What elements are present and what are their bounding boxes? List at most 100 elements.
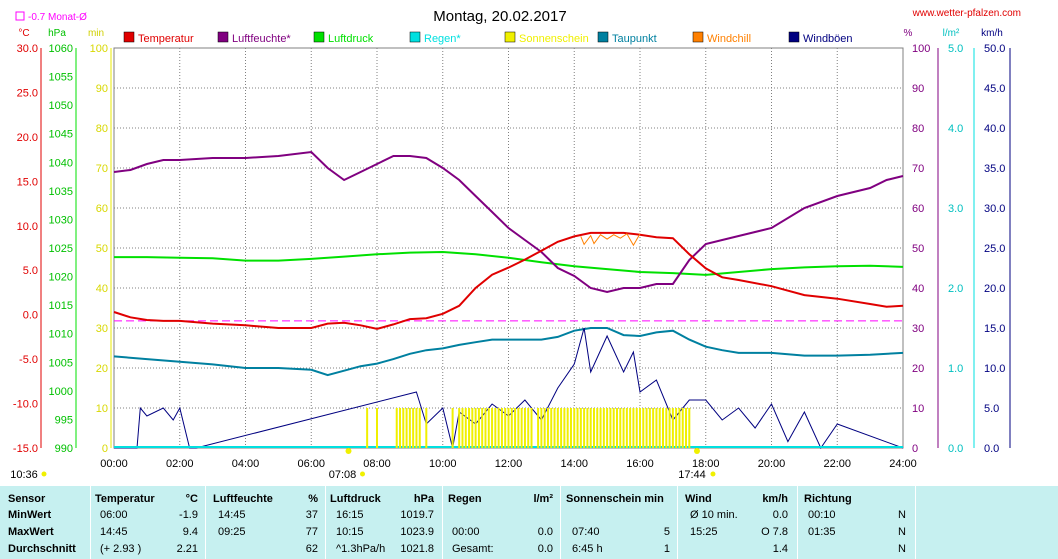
sunshine-bar	[520, 408, 523, 448]
hpa-tick: 995	[55, 414, 73, 426]
min-tick: 80	[96, 123, 108, 135]
table-cell: 10:15	[336, 526, 364, 538]
x-tick: 16:00	[626, 458, 654, 470]
table-cell: Ø 10 min.	[690, 509, 738, 521]
x-tick: 10:00	[429, 458, 457, 470]
sunshine-bar	[477, 408, 480, 448]
temp-tick: 30.0	[17, 43, 38, 55]
website-link[interactable]: www.wetter-pfalzen.com	[912, 8, 1021, 19]
sunshine-bar	[662, 408, 665, 448]
table-cell: 1019.7	[400, 509, 434, 521]
sunshine-bar	[579, 408, 582, 448]
pct-tick: 90	[912, 83, 924, 95]
table-separator	[797, 486, 798, 559]
pct-tick: 20	[912, 363, 924, 375]
x-tick: 14:00	[560, 458, 588, 470]
sunshine-bar	[648, 408, 651, 448]
sunshine-bar	[592, 408, 595, 448]
month-avg-marker-icon	[15, 11, 25, 21]
temp-tick: 10.0	[17, 221, 38, 233]
sunshine-bar	[481, 408, 484, 448]
table-cell: 37	[305, 509, 318, 521]
hpa-tick: 1000	[49, 386, 73, 398]
min-tick: 0	[102, 443, 108, 455]
table-cell: 1.4	[772, 543, 788, 555]
table-separator	[205, 486, 206, 559]
sunshine-bar	[418, 408, 421, 448]
sunshine-bar	[655, 408, 658, 448]
wind-tick: 40.0	[984, 123, 1005, 135]
sunshine-bar	[629, 408, 632, 448]
table-cell: 77	[305, 526, 318, 538]
pct-tick: 70	[912, 163, 924, 175]
table-header: km/h	[762, 493, 788, 505]
legend-swatch	[692, 31, 704, 43]
temp-tick: -5.0	[19, 354, 38, 366]
x-tick: 02:00	[166, 458, 194, 470]
table-header: Sonnenschein min	[566, 493, 664, 505]
pct-tick: 0	[912, 443, 918, 455]
legend-swatch	[409, 31, 421, 43]
legend-label: Temperatur	[138, 33, 194, 45]
wind-tick: 5.0	[984, 403, 999, 415]
sunshine-bar	[471, 408, 474, 448]
table-cell: 0.0	[772, 509, 788, 521]
table-header: Luftdruck	[330, 493, 381, 505]
legend-swatch	[313, 31, 325, 43]
wind-tick: 15.0	[984, 323, 1005, 335]
x-tick: 18:00	[692, 458, 720, 470]
sunshine-bar	[415, 408, 418, 448]
rain-tick: 1.0	[948, 363, 963, 375]
hpa-tick: 1015	[49, 300, 73, 312]
sunshine-bar	[563, 408, 566, 448]
unit-left: min	[88, 28, 104, 39]
sunshine-bar	[464, 408, 467, 448]
sunshine-bar	[553, 408, 556, 448]
sunshine-bar	[678, 408, 681, 448]
hpa-tick: 1055	[49, 72, 73, 84]
legend: Temperatur Luftfeuchte* Luftdruck Regen* Son…	[123, 31, 853, 45]
rain-tick: 0.0	[948, 443, 963, 455]
table-cell: 15:25	[690, 526, 718, 538]
pct-tick: 30	[912, 323, 924, 335]
table-cell: O 7.8	[761, 526, 788, 538]
pct-tick: 50	[912, 243, 924, 255]
x-tick: 00:00	[100, 458, 128, 470]
sunshine-bar	[517, 408, 520, 448]
temp-tick: 25.0	[17, 87, 38, 99]
temp-tick: 15.0	[17, 176, 38, 188]
stats-table: Sensor Temperatur °C Luftfeuchte% Luftdruck h…	[0, 486, 1058, 559]
table-cell: MaxWert	[8, 526, 54, 538]
table-cell: 9.4	[182, 526, 198, 538]
min-tick: 20	[96, 363, 108, 375]
table-separator	[90, 486, 91, 559]
rain-tick: 5.0	[948, 43, 963, 55]
sunshine-bar	[609, 408, 612, 448]
series-line-luftfeuchte	[113, 150, 904, 294]
table-header: Sensor	[8, 493, 46, 505]
pct-tick: 10	[912, 403, 924, 415]
sunshine-bar	[399, 408, 402, 448]
table-cell: Gesamt:	[452, 543, 494, 555]
hpa-tick: 1035	[49, 186, 73, 198]
hpa-tick: 1010	[49, 329, 73, 341]
sunshine-bar	[468, 408, 471, 448]
wind-tick: 30.0	[984, 203, 1005, 215]
min-tick: 50	[96, 243, 108, 255]
sunshine-bar	[652, 408, 655, 448]
table-cell: 06:00	[100, 509, 128, 521]
table-separator	[677, 486, 678, 559]
series-line-temperatur	[113, 231, 904, 330]
sunset-sun-icon	[693, 448, 700, 454]
rain-tick: 3.0	[948, 203, 963, 215]
wind-tick: 25.0	[984, 243, 1005, 255]
table-cell: 5	[663, 526, 670, 538]
sunshine-bar	[366, 408, 369, 448]
sunshine-bar	[632, 408, 635, 448]
x-tick: 22:00	[823, 458, 851, 470]
sunshine-bar	[645, 408, 648, 448]
legend-label: Taupunkt	[612, 33, 657, 45]
temp-tick: -15.0	[13, 443, 38, 455]
sunshine-bar	[675, 408, 678, 448]
x-tick: 12:00	[495, 458, 523, 470]
